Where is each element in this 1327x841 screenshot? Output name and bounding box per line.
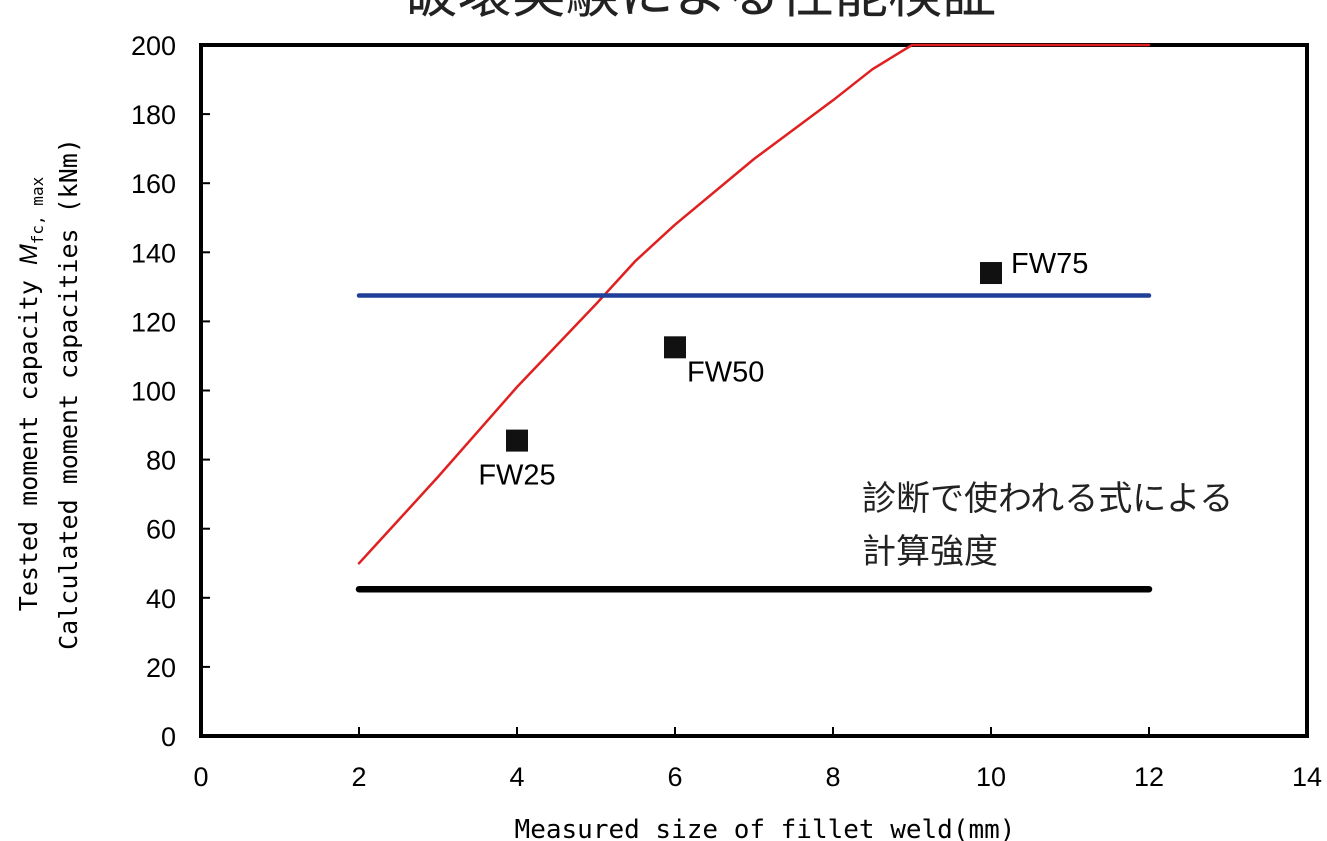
x-tick-label: 6 <box>667 762 682 792</box>
y-tick-label: 180 <box>131 100 176 130</box>
series-layer <box>355 43 1153 593</box>
y-tick-label: 100 <box>131 377 176 407</box>
y-tick-label: 40 <box>146 584 176 614</box>
x-tick-label: 0 <box>193 762 208 792</box>
points-layer: FW25 FW50 FW75 <box>478 248 1088 492</box>
y-axis-title-line1: Tested moment capacity Mfc, max <box>14 176 47 611</box>
x-tick-label: 2 <box>351 762 366 792</box>
y-axis-title: Tested moment capacity Mfc, max Calculat… <box>14 138 83 650</box>
y-tick-label: 0 <box>161 722 176 752</box>
y-tick-label: 140 <box>131 238 176 268</box>
x-axis-ticks: 0 2 4 6 8 10 12 14 <box>193 727 1322 792</box>
data-point-label: FW50 <box>687 356 764 388</box>
x-tick-label: 12 <box>1134 762 1164 792</box>
y-axis-title-line2: Calculated moment capacities (kNm) <box>54 138 83 650</box>
x-tick-label: 10 <box>976 762 1006 792</box>
data-point-label: FW25 <box>478 460 555 492</box>
series-line-1 <box>357 43 1151 565</box>
x-tick-label: 14 <box>1292 762 1322 792</box>
data-point-fw75 <box>980 262 1002 285</box>
plot-frame <box>199 43 1309 738</box>
data-point-fw50 <box>664 336 686 359</box>
x-tick-label: 8 <box>825 762 840 792</box>
y-tick-label: 20 <box>146 653 176 683</box>
y-tick-label: 200 <box>131 31 176 61</box>
annotation-line1: 診断で使われる式による <box>862 479 1233 519</box>
chart-title: 破壊実験による性能検証 <box>404 0 996 25</box>
y-tick-label: 60 <box>146 515 176 545</box>
y-axis-ticks: 0 20 40 60 80 100 120 140 160 180 200 <box>131 31 210 752</box>
y-tick-label: 160 <box>131 169 176 199</box>
data-point-label: FW75 <box>1011 248 1088 280</box>
y-tick-label: 80 <box>146 446 176 476</box>
x-tick-label: 4 <box>509 762 524 792</box>
x-axis-title: Measured size of fillet weld(mm) <box>515 815 1016 841</box>
annotation-line2: 計算強度 <box>862 532 998 572</box>
y-tick-label: 120 <box>131 307 176 337</box>
data-point-fw25 <box>506 429 528 452</box>
